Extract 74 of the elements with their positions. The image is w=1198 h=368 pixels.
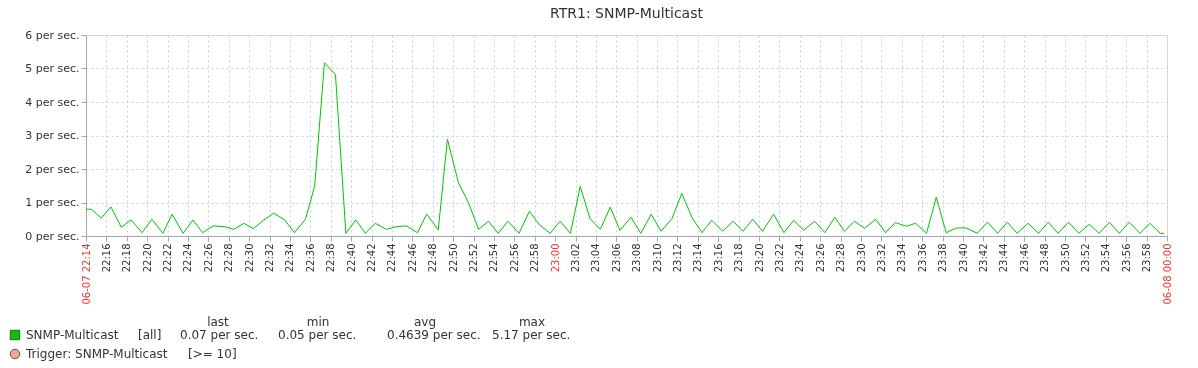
legend-label: SNMP-Multicast <box>26 328 119 342</box>
x-tick-label: 23:44 <box>998 243 1010 273</box>
x-tick-label: 22:46 <box>406 243 418 273</box>
x-tick-label: 22:44 <box>386 243 398 273</box>
x-tick-label: 23:32 <box>875 243 887 273</box>
legend-label: Trigger: SNMP-Multicast <box>25 347 168 361</box>
x-tick-label: 23:10 <box>651 243 663 273</box>
x-tick-label: 22:42 <box>366 243 378 273</box>
x-tick-label: 22:32 <box>264 243 276 273</box>
x-tick-label: 23:26 <box>814 243 826 273</box>
x-tick-label: 23:06 <box>610 243 622 273</box>
x-tick-label: 23:28 <box>835 243 847 273</box>
x-tick-label: 23:02 <box>570 243 581 273</box>
x-tick-label: 22:38 <box>325 243 337 273</box>
x-tick-label: 23:50 <box>1059 243 1071 273</box>
y-tick-label: 5 per sec. <box>25 62 80 75</box>
chart-title: RTR1: SNMP-Multicast <box>550 5 704 21</box>
x-tick-label: 23:36 <box>916 243 928 273</box>
x-tick-label: 23:12 <box>672 243 683 273</box>
x-tick-label: 23:30 <box>855 243 867 273</box>
x-tick-label: 22:28 <box>223 243 235 273</box>
x-tick-label: 23:20 <box>753 243 765 273</box>
text: avg <box>413 315 437 329</box>
x-tick-label: 22:34 <box>284 243 296 273</box>
text: 5.17 per sec. <box>492 328 571 342</box>
x-tick-label: 23:46 <box>1018 243 1030 273</box>
x-tick-label: 22:40 <box>345 243 357 273</box>
x-tick-label: 23:34 <box>896 243 908 273</box>
x-tick-label: 22:22 <box>162 243 174 273</box>
text: 0.07 per sec. <box>180 328 259 342</box>
x-tick-label: 22:26 <box>202 243 214 273</box>
x-tick-label: 22:56 <box>508 243 520 273</box>
x-tick-label: 23:40 <box>957 243 969 273</box>
x-tick-label: 22:16 <box>100 243 112 273</box>
x-tick-label: 23:04 <box>590 243 602 273</box>
text: 0.05 per sec. <box>278 328 357 342</box>
x-tick-label: 23:00 <box>549 243 561 273</box>
x-tick-label: 23:18 <box>733 243 745 273</box>
y-tick-label: 0 per sec. <box>25 229 80 243</box>
text: [all] <box>138 328 162 342</box>
x-tick-label: 23:38 <box>937 243 949 273</box>
text: last <box>207 315 230 329</box>
x-tick-label: 06-08 00:00 <box>1161 243 1173 305</box>
y-tick-label: 2 per sec. <box>25 162 80 176</box>
x-tick-label: 06-07 22:14 <box>80 243 92 305</box>
x-tick-label: 23:52 <box>1079 243 1091 273</box>
x-tick-label: 23:54 <box>1100 243 1112 273</box>
text: max <box>518 315 546 329</box>
x-tick-label: 23:24 <box>794 243 806 273</box>
text: min <box>306 315 330 329</box>
x-tick-label: 22:20 <box>141 243 153 273</box>
y-tick-label: 6 per sec. <box>25 28 80 42</box>
y-tick-label: 1 per sec. <box>25 196 80 209</box>
x-tick-label: 23:22 <box>774 243 785 273</box>
text: [>= 10] <box>188 347 237 361</box>
x-tick-label: 22:48 <box>427 243 439 273</box>
x-tick-label: 22:52 <box>468 243 480 273</box>
x-tick-label: 22:54 <box>488 243 500 273</box>
x-tick-label: 23:42 <box>977 243 989 273</box>
x-tick-label: 23:48 <box>1039 243 1051 273</box>
x-tick-label: 23:58 <box>1141 243 1153 273</box>
x-tick-label: 22:50 <box>447 243 459 273</box>
x-tick-label: 23:14 <box>692 243 704 273</box>
text: 0.4639 per sec. <box>387 328 481 342</box>
x-tick-label: 23:08 <box>631 243 643 273</box>
y-tick-label: 4 per sec. <box>25 95 80 109</box>
x-tick-label: 22:18 <box>121 243 133 273</box>
x-tick-label: 22:58 <box>529 243 541 273</box>
x-tick-label: 22:24 <box>182 243 194 273</box>
x-tick-label: 22:30 <box>243 243 255 273</box>
y-tick-label: 3 per sec. <box>25 129 80 142</box>
x-tick-label: 22:36 <box>304 243 316 273</box>
x-tick-label: 23:16 <box>712 243 724 273</box>
x-tick-label: 23:56 <box>1120 243 1132 273</box>
